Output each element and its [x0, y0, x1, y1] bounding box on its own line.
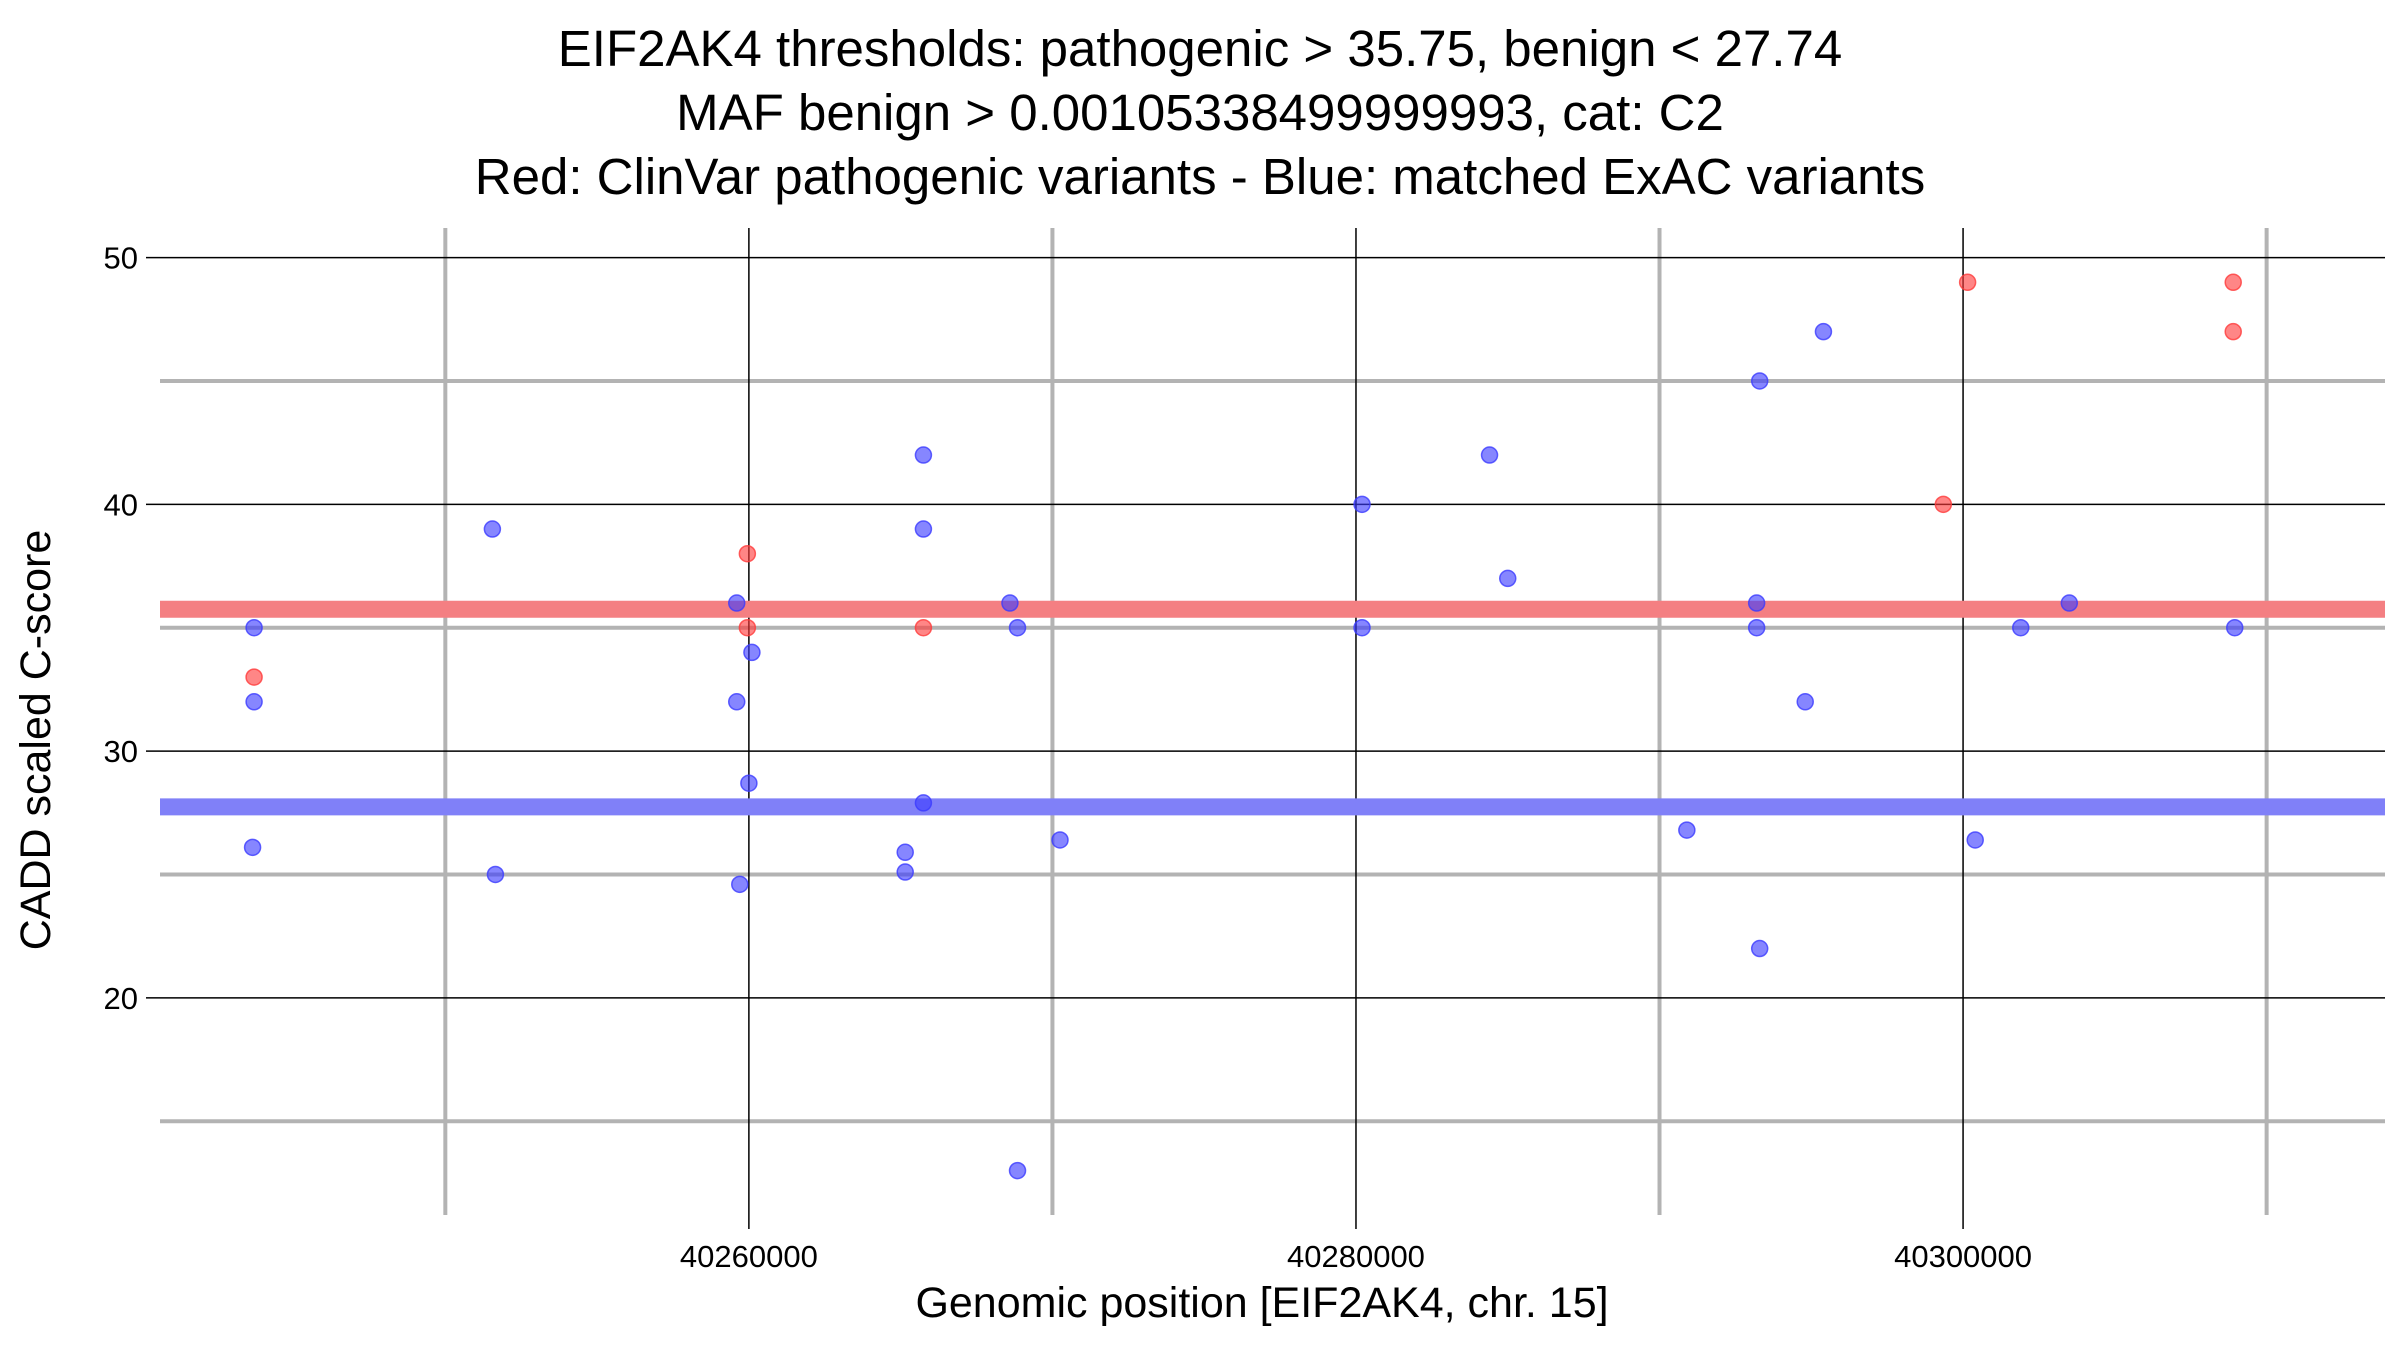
- point-layer: [243, 273, 2244, 1180]
- y-axis-label: CADD scaled C-score: [12, 530, 60, 951]
- data-point-series-2: [896, 863, 914, 881]
- chart-title-line-1: EIF2AK4 thresholds: pathogenic > 35.75, …: [558, 20, 1842, 77]
- y-tick-label: 30: [104, 734, 138, 769]
- data-point-series-2: [486, 865, 505, 884]
- data-point-series-2: [896, 843, 914, 862]
- data-point-series-2: [1747, 594, 1766, 612]
- data-point-series-2: [1966, 831, 1984, 849]
- data-point-series-2: [245, 618, 263, 637]
- data-point-series-2: [2225, 618, 2244, 637]
- data-point-series-2: [1480, 446, 1499, 464]
- data-point-series-2: [727, 594, 746, 612]
- data-point-series-2: [1498, 569, 1517, 588]
- data-point-series-2: [914, 520, 933, 538]
- data-point-series-2: [727, 693, 746, 711]
- data-point-series-2: [1051, 831, 1069, 849]
- x-tick-label: 40300000: [1894, 1239, 2032, 1274]
- y-tick-label: 40: [104, 487, 138, 522]
- data-point-series-2: [1747, 618, 1766, 637]
- y-tick-label: 20: [104, 981, 138, 1016]
- tick-layer: 20 30 40 50 40260000 40280000 40300000: [104, 241, 2033, 1274]
- data-point-series-2: [1750, 372, 1769, 390]
- data-point-series-1: [738, 544, 757, 563]
- data-point-series-2: [1008, 618, 1027, 637]
- x-tick-label: 40280000: [1287, 1239, 1425, 1274]
- data-point-series-1: [914, 618, 933, 637]
- data-point-series-2: [1796, 693, 1814, 711]
- data-point-series-1: [2224, 273, 2242, 292]
- data-point-series-1: [738, 618, 757, 637]
- x-tick-label: 40260000: [680, 1239, 818, 1274]
- data-point-series-2: [1353, 495, 1371, 514]
- threshold-layer: [160, 600, 2385, 816]
- data-point-series-2: [743, 643, 761, 662]
- data-point-series-1: [1958, 273, 1977, 292]
- data-point-series-1: [245, 668, 263, 686]
- chart-title-line-3: Red: ClinVar pathogenic variants - Blue:…: [475, 148, 1925, 205]
- data-point-series-2: [1001, 594, 1019, 612]
- data-point-series-2: [914, 446, 933, 464]
- data-point-series-2: [740, 774, 758, 792]
- data-point-series-2: [731, 875, 749, 894]
- data-point-series-1: [2224, 322, 2242, 341]
- grid-layer: [160, 228, 2385, 1215]
- data-point-series-2: [2011, 618, 2030, 637]
- chart-title-line-2: MAF benign > 0.00105338499999993, cat: C…: [676, 84, 1724, 141]
- data-point-series-2: [243, 838, 262, 857]
- data-point-series-2: [1750, 939, 1769, 958]
- data-point-series-2: [1353, 618, 1371, 637]
- data-point-series-2: [245, 693, 263, 711]
- data-point-series-2: [2060, 594, 2079, 612]
- data-point-series-2: [483, 520, 502, 538]
- y-tick-label: 50: [104, 241, 138, 276]
- data-point-series-1: [1934, 495, 1953, 514]
- data-point-series-2: [1008, 1161, 1027, 1180]
- x-axis-label: Genomic position [EIF2AK4, chr. 15]: [915, 1279, 1608, 1327]
- data-point-series-2: [1814, 322, 1833, 341]
- data-point-series-2: [914, 794, 933, 812]
- data-point-series-2: [1678, 821, 1696, 839]
